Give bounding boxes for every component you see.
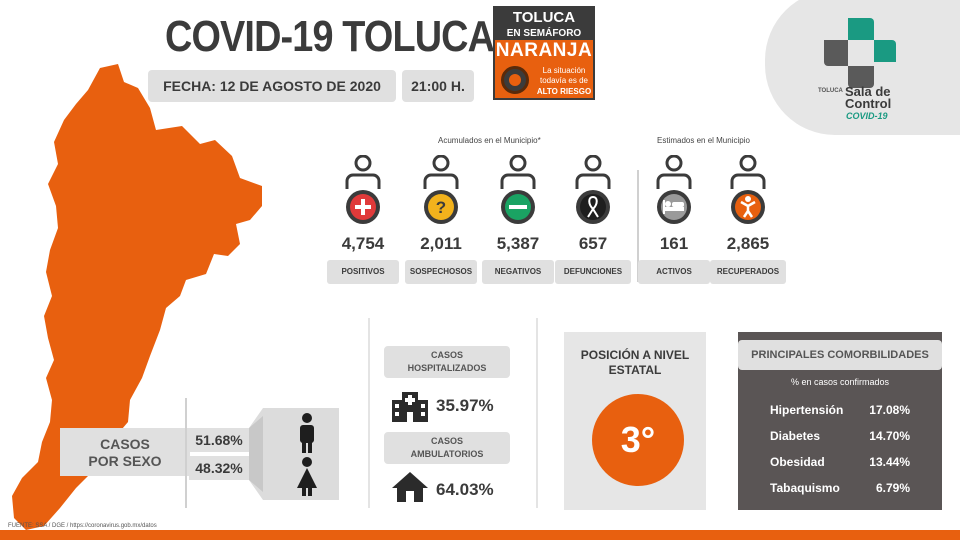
male-percentage: 51.68% bbox=[189, 428, 249, 452]
source-note: FUENTE: SSA / DGE / https://coronavirus.… bbox=[8, 523, 157, 529]
badge-city: TOLUCA bbox=[495, 8, 593, 28]
minus-icon bbox=[500, 155, 536, 224]
comorbidity-value: 14.70% bbox=[869, 429, 910, 443]
ambulatory-label-line1: CASOS bbox=[430, 436, 463, 446]
stats-divider bbox=[637, 170, 639, 282]
position-title-line1: POSICIÓN A NIVEL bbox=[580, 348, 690, 362]
estimated-label: Estimados en el Municipio bbox=[657, 136, 750, 145]
hospitalized-percentage: 35.97% bbox=[436, 396, 494, 415]
question-icon: ? bbox=[423, 155, 459, 224]
stat-value: 5,387 bbox=[496, 234, 540, 253]
ambulatory-label: CASOS AMBULATORIOS bbox=[384, 432, 510, 464]
comorbidity-value: 13.44% bbox=[869, 455, 910, 469]
stat-value: 161 bbox=[659, 234, 689, 253]
stat-value: 657 bbox=[578, 234, 608, 253]
comorbidity-name: Diabetes bbox=[770, 429, 821, 443]
date-label: FECHA: 12 DE AGOSTO DE 2020 bbox=[148, 70, 396, 102]
comorbidity-name: Tabaquismo bbox=[770, 481, 840, 495]
badge-color: NARANJA bbox=[495, 40, 593, 62]
hospitalized-label-line1: CASOS bbox=[430, 350, 463, 360]
bed-icon bbox=[656, 155, 692, 224]
hospital-icon bbox=[392, 392, 428, 422]
stat-value: 2,865 bbox=[726, 234, 770, 253]
health-cross-icon bbox=[824, 18, 896, 88]
badge-risk: ALTO RIESGO bbox=[536, 87, 592, 96]
logo-title-line1: Sala de bbox=[845, 84, 891, 99]
badge-semaphore: EN SEMÁFORO bbox=[495, 28, 593, 40]
time-label: 21:00 H. bbox=[402, 70, 474, 102]
page-title: COVID-19 TOLUCA bbox=[165, 12, 495, 61]
svg-text:?: ? bbox=[436, 198, 446, 217]
stat-label: NEGATIVOS bbox=[482, 260, 554, 284]
badge-situation: La situación todavía es de bbox=[539, 66, 589, 85]
position-value: 3° bbox=[592, 394, 684, 486]
ribbon-icon bbox=[575, 155, 611, 224]
person-icon bbox=[730, 155, 766, 224]
stat-label: ACTIVOS bbox=[638, 260, 710, 284]
comorbidities-title: PRINCIPALES COMORBILIDADES bbox=[738, 340, 942, 370]
stat-label: POSITIVOS bbox=[327, 260, 399, 284]
home-icon bbox=[392, 472, 428, 502]
toluca-map bbox=[12, 64, 262, 530]
comorbidity-value: 17.08% bbox=[869, 403, 910, 417]
plus-icon bbox=[345, 155, 381, 224]
comorbidity-name: Obesidad bbox=[770, 455, 825, 469]
position-title-line2: ESTATAL bbox=[608, 363, 662, 377]
stat-label: RECUPERADOS bbox=[710, 260, 786, 284]
city-seal-label: TOLUCA bbox=[818, 88, 843, 94]
ambulatory-label-line2: AMBULATORIOS bbox=[410, 449, 484, 459]
ambulatory-percentage: 64.03% bbox=[436, 480, 494, 499]
people-graphic bbox=[249, 408, 339, 500]
stat-value: 4,754 bbox=[341, 234, 385, 253]
male-icon bbox=[300, 413, 314, 453]
traffic-light-icon bbox=[501, 66, 529, 94]
comorbidity-name: Hipertensión bbox=[770, 403, 844, 417]
position-title: POSICIÓN A NIVEL ESTATAL bbox=[564, 348, 706, 378]
sex-label-line2: POR SEXO bbox=[88, 453, 162, 469]
section-divider bbox=[536, 318, 538, 508]
section-divider bbox=[368, 318, 370, 508]
accumulated-label: Acumulados en el Municipio* bbox=[438, 136, 541, 145]
logo-subtitle: COVID-19 bbox=[846, 111, 888, 121]
stat-value: 2,011 bbox=[420, 234, 462, 253]
logo-title: Sala de Control bbox=[845, 84, 892, 111]
logo-title-line2: Control bbox=[845, 96, 892, 111]
comorbidity-value: 6.79% bbox=[875, 481, 910, 495]
stat-label: DEFUNCIONES bbox=[555, 260, 631, 284]
hospitalized-label: CASOS HOSPITALIZADOS bbox=[384, 346, 510, 378]
female-percentage: 48.32% bbox=[189, 456, 249, 480]
sex-divider bbox=[185, 398, 187, 508]
sex-label: CASOS POR SEXO bbox=[60, 436, 190, 470]
semaphore-badge: TOLUCA EN SEMÁFORO NARANJA La situación … bbox=[493, 6, 595, 100]
sex-label-panel bbox=[60, 428, 190, 476]
comorbidities-subtitle: % en casos confirmados bbox=[790, 377, 890, 387]
sex-label-line1: CASOS bbox=[100, 436, 150, 452]
stat-label: SOSPECHOSOS bbox=[405, 260, 477, 284]
hospitalized-label-line2: HOSPITALIZADOS bbox=[407, 363, 487, 373]
footer-bar bbox=[0, 530, 960, 540]
female-icon bbox=[297, 457, 317, 496]
